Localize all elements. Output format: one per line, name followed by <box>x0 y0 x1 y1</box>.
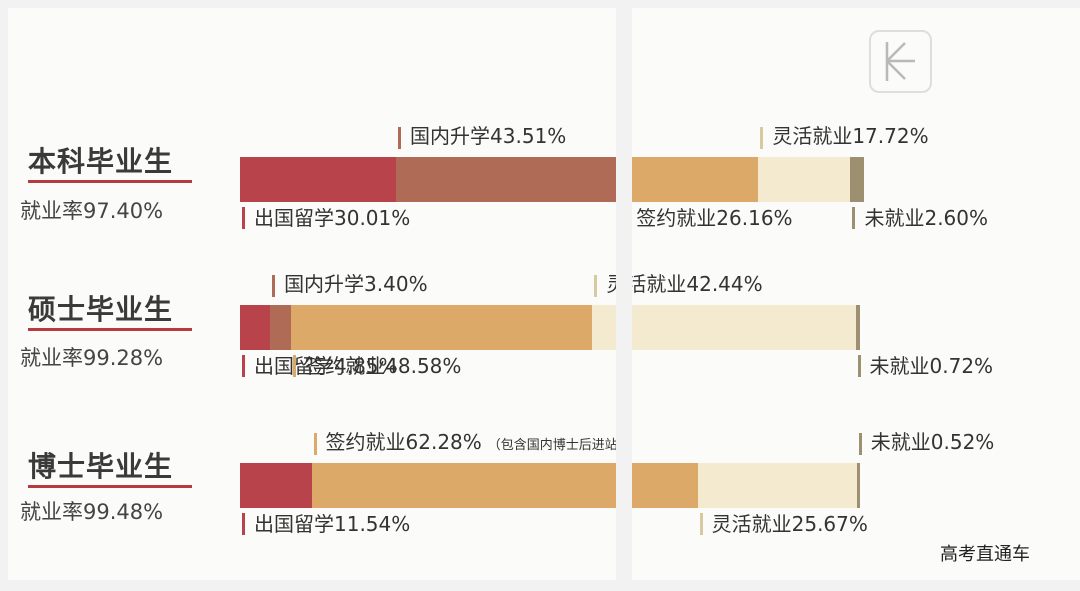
segment-label-text: 出国留学11.54% <box>254 512 411 536</box>
segment-label: 出国留学11.54% <box>254 512 410 536</box>
segment-label: 灵活就业17.72% <box>772 124 928 148</box>
bar-segment <box>622 157 759 202</box>
segment-label: 签约就业26.16% <box>636 206 792 230</box>
logo-icon <box>869 30 932 93</box>
segment-label-text: 灵活就业25.67% <box>711 512 868 536</box>
segment-label-text: 未就业2.60% <box>864 206 989 230</box>
segment-label-text: 出国留学30.01% <box>254 206 411 230</box>
label-tick <box>242 513 245 535</box>
segment-label-text: 国内升学3.40% <box>284 272 428 296</box>
bar-segment <box>856 463 860 508</box>
segment-label: 出国留学4.85% <box>254 354 398 378</box>
label-tick <box>594 275 598 297</box>
title-underline <box>28 485 192 488</box>
employment-rate: 就业率97.40% <box>20 199 164 223</box>
group-title: 博士毕业生 <box>28 450 174 483</box>
bar-segment <box>240 463 312 508</box>
label-tick <box>242 207 245 229</box>
segment-label: 未就业0.52% <box>871 430 995 454</box>
bar-segment <box>850 157 864 202</box>
employment-rate: 就业率99.28% <box>20 346 164 370</box>
bar-segment <box>270 305 292 350</box>
segment-label: 签约就业48.58% <box>305 354 461 378</box>
label-tick <box>293 355 297 377</box>
segment-label: 未就业0.72% <box>870 354 994 378</box>
segment-label: 灵活就业42.44% <box>606 272 762 296</box>
segment-label: 灵活就业25.67% <box>712 512 868 536</box>
bar-segment <box>291 305 593 350</box>
segment-label-text: 签约就业62.28% <box>325 430 482 454</box>
segment-label-text: 灵活就业17.72% <box>772 124 929 148</box>
bar-segment <box>311 463 698 508</box>
segment-label-note: （包含国内博士后进站） <box>487 438 631 453</box>
label-tick <box>852 207 856 229</box>
bar-segment <box>697 463 857 508</box>
label-tick <box>760 127 764 149</box>
group-title: 硕士毕业生 <box>28 293 174 326</box>
label-tick <box>857 355 861 377</box>
segment-label-text: 未就业0.52% <box>870 430 995 454</box>
employment-rate: 就业率99.48% <box>20 500 164 524</box>
label-tick <box>398 127 402 149</box>
segment-label-text: 灵活就业42.44% <box>606 272 763 296</box>
group-title: 本科毕业生 <box>28 145 174 178</box>
title-underline <box>28 328 192 331</box>
segment-label-text: 国内升学43.51% <box>410 124 567 148</box>
title-underline <box>28 180 192 183</box>
bar-segment <box>240 305 271 350</box>
segment-label: 国内升学3.40% <box>284 272 428 296</box>
segment-label-text: 签约就业48.58% <box>305 354 462 378</box>
segment-label: 未就业2.60% <box>864 206 988 230</box>
label-tick <box>699 513 703 535</box>
segment-label: 签约就业62.28% （包含国内博士后进站） <box>326 430 631 458</box>
bar-segment <box>396 157 623 202</box>
segment-label: 出国留学30.01% <box>254 206 410 230</box>
segment-label: 国内升学43.51% <box>410 124 566 148</box>
bar-segment <box>592 305 856 350</box>
bar-segment <box>855 305 860 350</box>
watermark-text: 高考直通车 <box>940 544 1030 565</box>
image-split-gap <box>616 0 632 591</box>
bar-segment <box>758 157 851 202</box>
segment-label-text: 未就业0.72% <box>869 354 994 378</box>
label-tick <box>242 355 245 377</box>
segment-label-text: 签约就业26.16% <box>636 206 793 230</box>
label-tick <box>858 433 862 455</box>
segment-label-text: 出国留学4.85% <box>254 354 398 378</box>
bar-segment <box>240 157 397 202</box>
label-tick <box>313 433 317 455</box>
label-tick <box>272 275 276 297</box>
